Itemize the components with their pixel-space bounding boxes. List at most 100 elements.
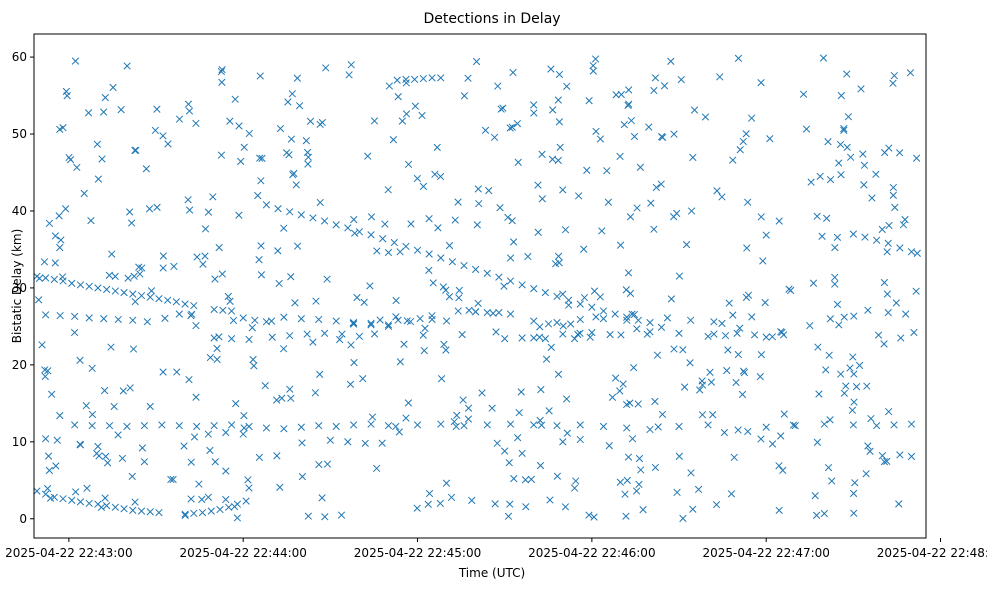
data-point	[217, 151, 226, 159]
data-point	[315, 315, 323, 324]
data-point	[145, 205, 154, 213]
data-point	[384, 322, 393, 331]
data-point	[460, 261, 468, 270]
data-point	[802, 125, 811, 133]
data-point	[199, 260, 207, 268]
data-point	[312, 297, 320, 305]
data-point	[518, 449, 526, 458]
data-point	[297, 211, 305, 219]
data-point	[536, 323, 544, 331]
data-point	[537, 421, 546, 429]
data-point	[779, 466, 787, 475]
data-point	[504, 512, 513, 520]
data-point	[254, 191, 262, 200]
data-point	[217, 67, 226, 76]
data-point	[429, 279, 437, 287]
data-point	[837, 171, 845, 179]
data-point	[757, 79, 765, 87]
data-point	[490, 133, 499, 142]
data-point	[819, 54, 828, 62]
data-point	[103, 459, 112, 467]
data-point	[878, 225, 886, 234]
x-tick-label: 2025-04-22 22:45:00	[354, 546, 481, 560]
data-point	[720, 428, 729, 437]
data-point	[768, 333, 777, 341]
data-point	[404, 160, 413, 169]
data-point	[98, 155, 106, 163]
data-point	[209, 193, 217, 201]
data-point	[286, 331, 294, 340]
data-point	[912, 287, 920, 295]
data-point	[193, 253, 201, 261]
data-point	[635, 480, 643, 489]
data-point	[547, 65, 555, 73]
data-point	[255, 453, 264, 462]
x-axis-ticks: 2025-04-22 22:43:00 2025-04-22 22:44:00 20…	[5, 538, 987, 560]
data-point	[554, 96, 562, 104]
data-point	[303, 330, 311, 338]
data-point	[395, 428, 403, 436]
data-point	[44, 367, 52, 375]
data-point	[718, 319, 726, 328]
data-point	[190, 509, 198, 518]
data-point	[701, 113, 710, 121]
data-point	[44, 452, 53, 460]
data-point	[428, 315, 436, 324]
data-point	[448, 258, 457, 266]
data-point	[370, 330, 379, 338]
data-point	[862, 470, 870, 478]
data-point	[563, 429, 572, 437]
data-point	[530, 109, 538, 117]
data-point	[70, 328, 79, 337]
data-point	[835, 321, 843, 329]
data-point	[464, 415, 473, 423]
data-point	[713, 187, 721, 195]
data-point	[478, 389, 486, 397]
data-point	[652, 183, 661, 192]
data-point	[660, 82, 669, 90]
data-point	[302, 137, 310, 145]
data-point	[94, 500, 102, 508]
data-point	[398, 117, 407, 125]
data-point	[874, 331, 883, 339]
data-point	[553, 422, 561, 430]
data-point	[553, 292, 561, 301]
data-point	[723, 366, 731, 375]
data-point	[629, 363, 638, 372]
data-point	[689, 505, 697, 513]
data-point	[68, 496, 76, 504]
data-point	[497, 105, 505, 113]
data-point	[718, 193, 726, 201]
data-point	[442, 346, 450, 354]
data-point	[65, 153, 73, 162]
data-point	[849, 353, 857, 361]
data-point	[818, 232, 826, 240]
data-point	[880, 278, 889, 287]
data-point	[762, 231, 770, 239]
data-point	[897, 334, 905, 342]
data-point	[425, 489, 434, 498]
data-point	[530, 101, 538, 109]
data-point	[734, 426, 742, 434]
data-point	[286, 385, 294, 393]
data-point	[421, 324, 429, 332]
data-point	[559, 290, 567, 298]
data-point	[646, 425, 654, 434]
data-point	[210, 422, 218, 430]
data-point	[633, 325, 641, 333]
data-points	[33, 54, 921, 523]
data-point	[107, 343, 115, 351]
data-point	[775, 506, 783, 515]
data-point	[623, 476, 631, 485]
data-point	[131, 297, 139, 306]
data-point	[624, 453, 633, 461]
data-point	[337, 511, 346, 519]
chart-title: Detections in Delay	[423, 11, 560, 27]
data-point	[889, 183, 898, 192]
data-point	[585, 97, 593, 105]
data-point	[151, 126, 160, 135]
data-point	[902, 310, 910, 318]
data-point	[309, 214, 317, 222]
data-point	[651, 74, 660, 82]
data-point	[598, 227, 606, 235]
